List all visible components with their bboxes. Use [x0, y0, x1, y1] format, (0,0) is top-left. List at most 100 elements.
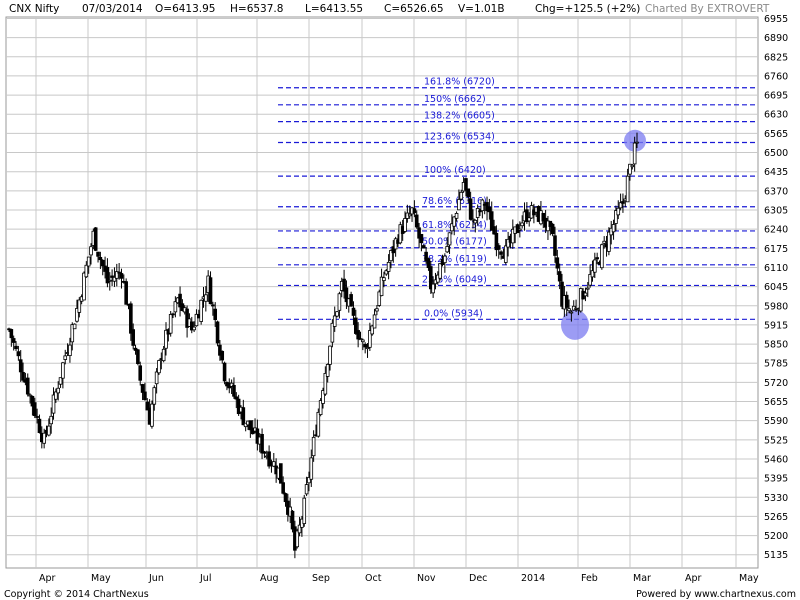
- candle-body-up: [68, 344, 72, 356]
- candle-body-down: [342, 278, 346, 292]
- candle-body-up: [593, 259, 597, 273]
- y-tick-label: 6435: [764, 167, 788, 178]
- y-tick-label: 5525: [764, 435, 788, 446]
- candle-body-up: [204, 294, 208, 302]
- candle-body-up: [473, 219, 478, 224]
- candle-body-up: [58, 377, 63, 385]
- candle: [616, 200, 621, 220]
- candle-body-down: [487, 206, 492, 213]
- y-tick-label: 5720: [764, 378, 788, 389]
- candle-body-down: [414, 214, 419, 228]
- candle: [189, 316, 194, 334]
- candle-body-down: [499, 251, 503, 255]
- candle-body-up: [585, 287, 590, 290]
- candle: [192, 321, 196, 333]
- candle: [424, 247, 428, 264]
- candle-body-down: [550, 223, 555, 235]
- footer-copyright: Copyright © 2014 ChartNexus: [4, 589, 149, 600]
- candle-body-down: [143, 391, 147, 401]
- y-tick-label: 5785: [764, 359, 788, 370]
- candle-body-up: [164, 329, 168, 349]
- candle-body-down: [356, 330, 360, 340]
- candle-body-down: [557, 271, 562, 282]
- candle-body-up: [61, 362, 65, 379]
- candle: [407, 205, 412, 219]
- candle: [496, 243, 501, 259]
- candle: [302, 494, 307, 527]
- candle: [515, 223, 520, 234]
- candle: [403, 211, 407, 233]
- candle: [131, 323, 135, 350]
- candle-body-down: [344, 287, 349, 303]
- y-tick-label: 6305: [764, 205, 788, 216]
- candle: [625, 168, 630, 203]
- candle: [16, 345, 21, 361]
- candle-body-up: [520, 222, 524, 227]
- candle: [473, 219, 478, 233]
- header-credit: Charted By EXTROVERT: [645, 3, 770, 15]
- candle-body-up: [358, 338, 363, 341]
- candle-body-down: [492, 226, 496, 235]
- candle: [145, 398, 150, 411]
- candle-body-up: [365, 347, 370, 350]
- candle: [564, 291, 569, 317]
- candle: [550, 222, 555, 237]
- header: CNX Nifty 07/03/2014 O=6413.95 H=6537.8 …: [9, 3, 770, 15]
- candle: [304, 476, 309, 497]
- y-tick-label: 5590: [764, 416, 788, 427]
- candle-body-down: [494, 232, 499, 251]
- candle-body-up: [337, 293, 342, 311]
- candle-body-up: [452, 216, 457, 227]
- candle-body-up: [63, 355, 68, 360]
- footer-powered: Powered by www.chartnexus.com: [636, 589, 796, 600]
- candle-body-down: [262, 451, 267, 454]
- candle: [391, 240, 396, 263]
- candle-body-down: [424, 251, 428, 262]
- candle-body-up: [389, 250, 393, 262]
- candle: [28, 393, 32, 404]
- candle: [138, 361, 143, 386]
- candle: [372, 308, 377, 329]
- candle: [527, 212, 532, 227]
- candle-body-down: [178, 293, 182, 308]
- candle: [35, 408, 39, 424]
- candle-body-up: [56, 387, 61, 394]
- candle-body-up: [602, 240, 606, 244]
- candle-body-down: [211, 304, 215, 307]
- candle: [518, 221, 522, 238]
- candle-body-up: [583, 292, 588, 297]
- candle-body-down: [255, 428, 260, 444]
- candle: [150, 400, 154, 429]
- x-tick-label: May: [739, 573, 759, 584]
- fib-label: 150% (6662): [424, 94, 486, 105]
- candle-body-up: [407, 213, 412, 217]
- fib-label: 23.6% (6049): [422, 274, 487, 285]
- candle: [464, 177, 468, 197]
- candle-body-down: [363, 343, 367, 348]
- candle: [393, 236, 398, 257]
- y-tick-label: 5850: [764, 340, 788, 351]
- candle: [471, 209, 475, 229]
- candle: [323, 366, 328, 396]
- candle: [204, 286, 208, 312]
- candle: [86, 256, 91, 274]
- candle: [499, 250, 503, 260]
- candle: [199, 299, 203, 325]
- candle: [618, 193, 623, 211]
- candle-body-down: [496, 245, 501, 250]
- candle-body-down: [468, 198, 473, 220]
- candle-body-up: [438, 262, 442, 279]
- candle: [494, 225, 499, 257]
- candle: [236, 394, 241, 416]
- candle: [154, 368, 159, 394]
- candle-body-down: [466, 188, 471, 198]
- candle: [18, 350, 23, 382]
- candle-body-up: [403, 218, 407, 232]
- candle: [267, 445, 271, 469]
- candle-body-up: [157, 360, 161, 374]
- candle: [14, 341, 18, 352]
- candle: [279, 463, 283, 484]
- candle: [68, 337, 72, 363]
- candle-body-up: [635, 141, 639, 144]
